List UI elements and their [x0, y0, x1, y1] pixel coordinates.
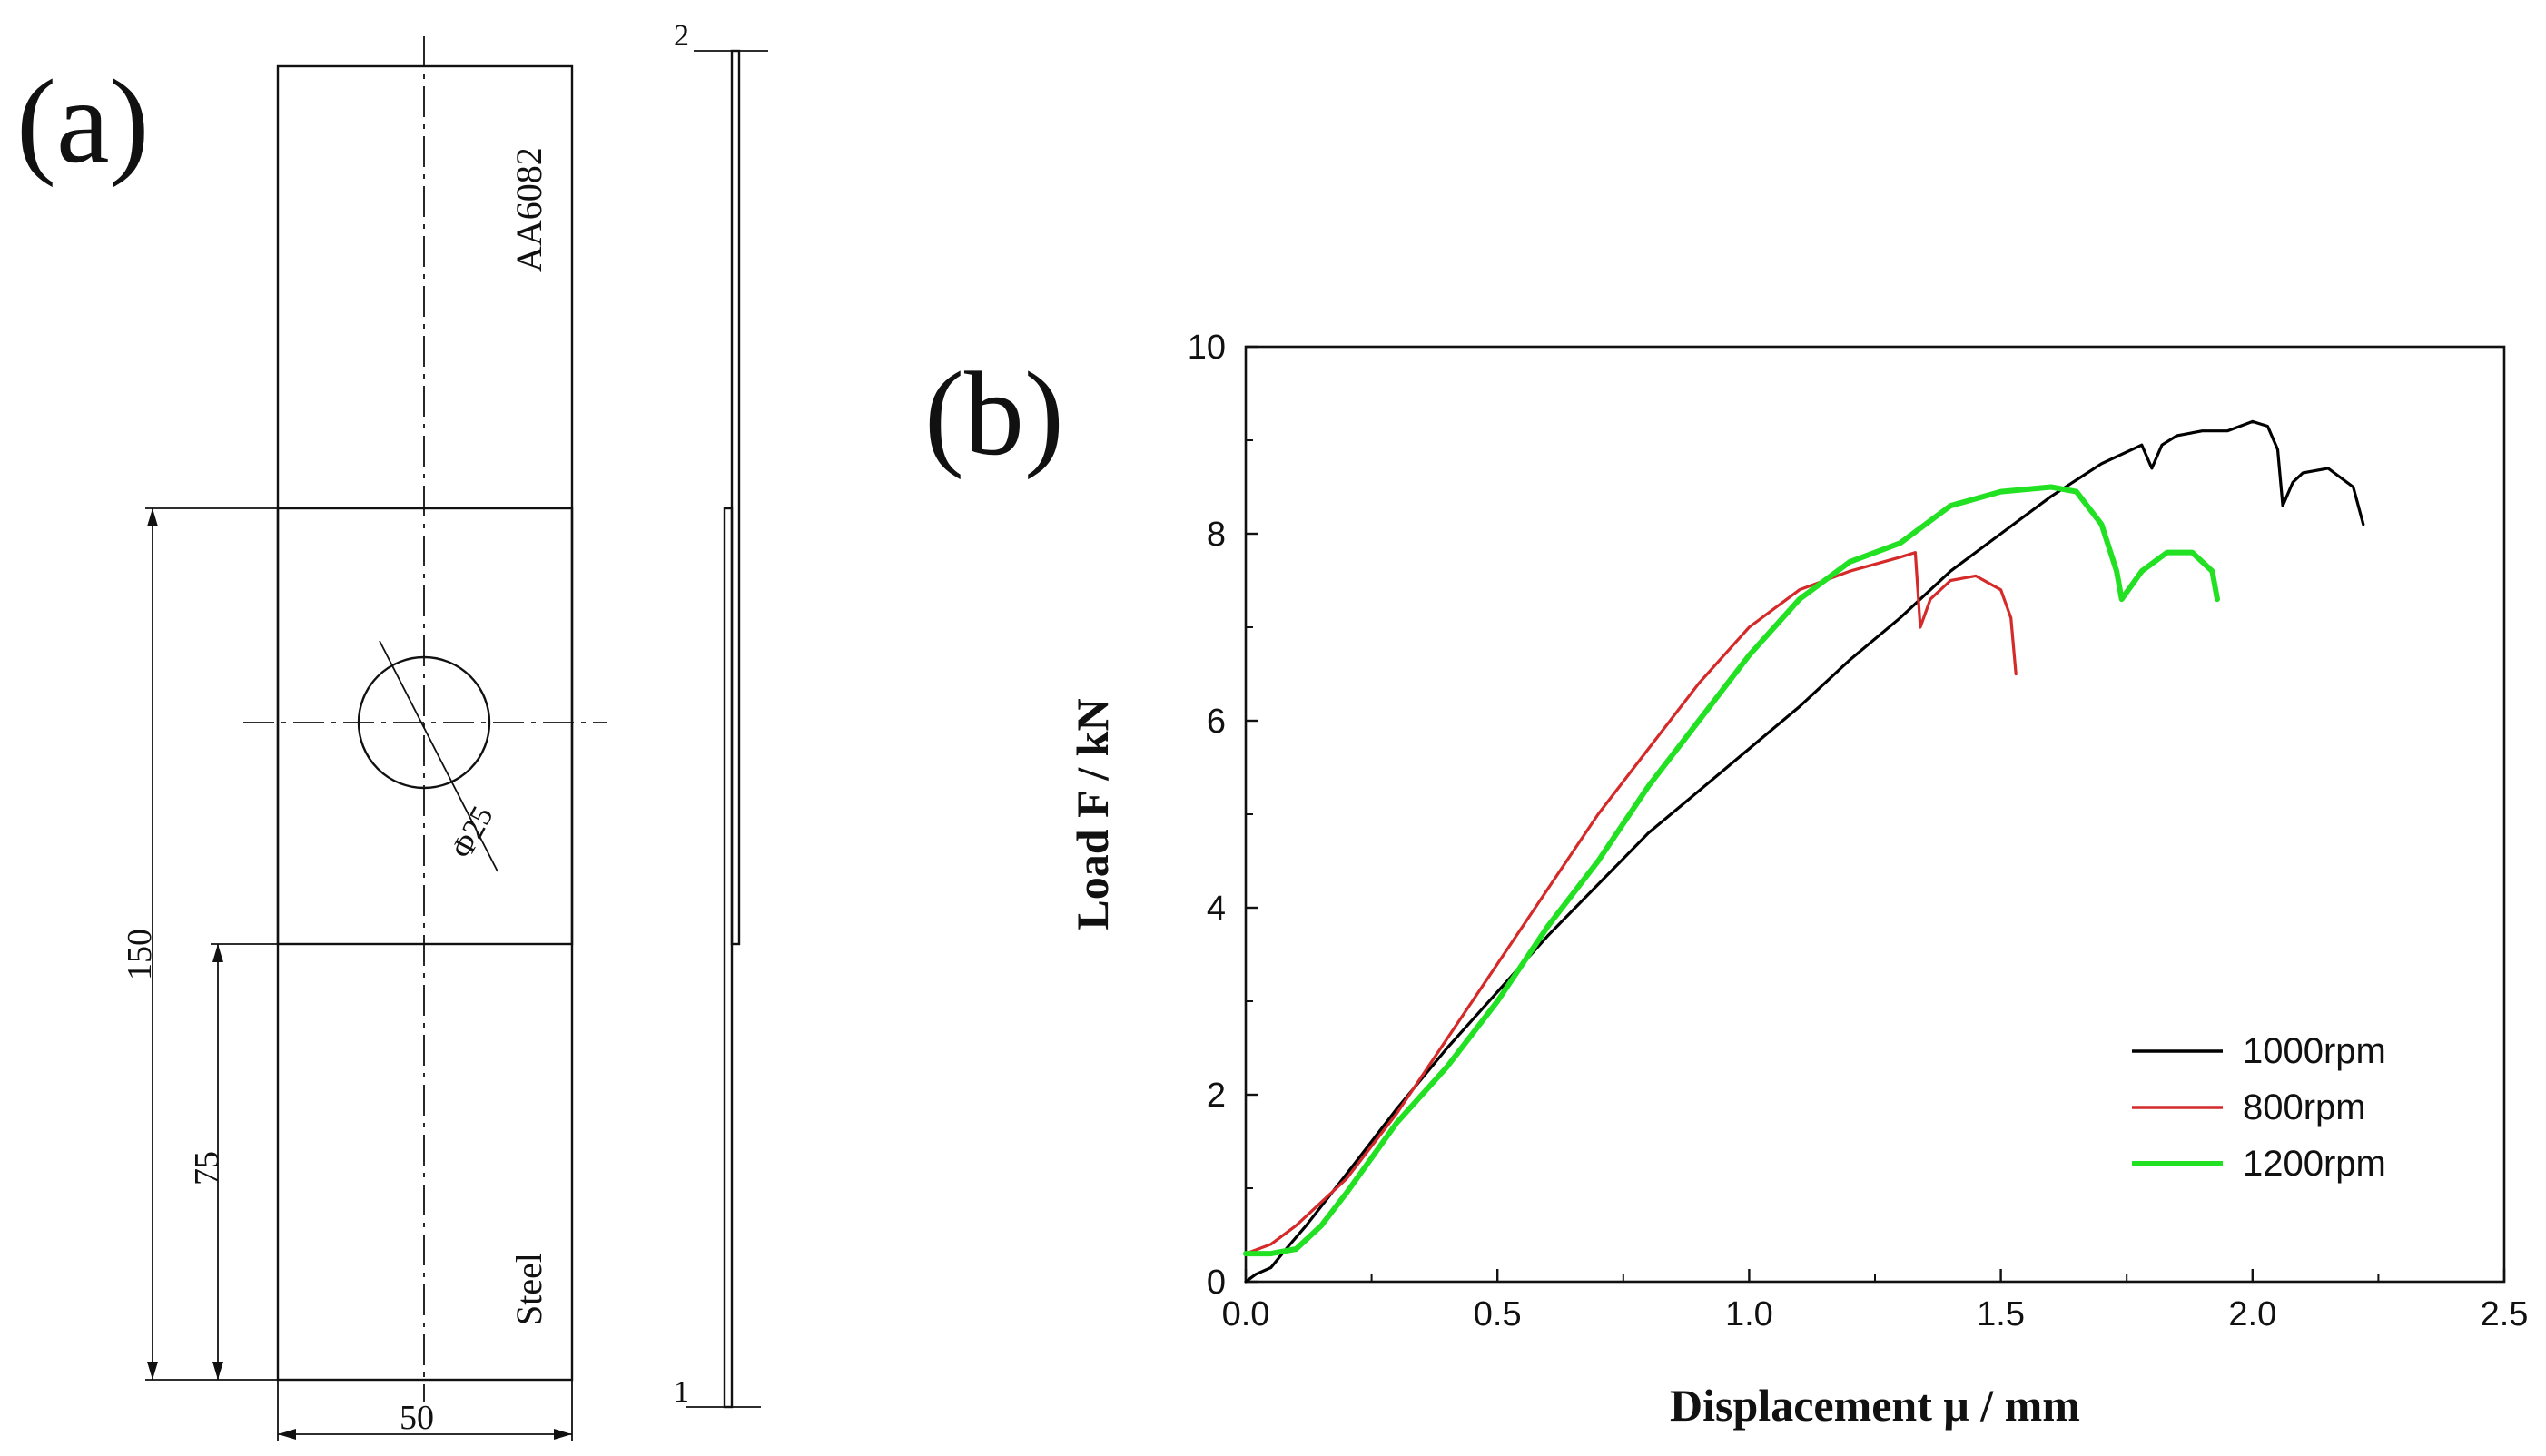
- x-tick-label: 1.5: [1977, 1295, 2025, 1333]
- y-tick-label: 6: [1207, 703, 1226, 741]
- side-top-label: 2: [674, 19, 689, 53]
- side-bottom-label: 1: [674, 1375, 689, 1409]
- y-tick-label: 10: [1188, 329, 1226, 367]
- y-axis-ticks: 0 2 4 6 8 10: [1188, 329, 1258, 1302]
- y-tick-label: 2: [1207, 1077, 1226, 1115]
- y-axis-label: Load F / kN: [1067, 698, 1118, 930]
- panel-b-label: (b): [924, 347, 1064, 480]
- dim-150-label: 150: [121, 929, 159, 980]
- plot-frame: [1244, 345, 2506, 1284]
- upper-plate-outline: [276, 64, 574, 946]
- dim-150-arrow-bottom: [147, 1362, 158, 1380]
- dim-50-label: 50: [400, 1399, 434, 1437]
- side-view-upper-plate: [730, 49, 741, 946]
- dim-50-arrow-left: [278, 1429, 296, 1440]
- panel-a-drawing: (a) Φ25 AA6082 Steel 150 75: [16, 19, 768, 1441]
- panel-b-chart: (b) 0.0 0.5 1.0 1.5 2.0 2.5 0 2 4 6 8 10 Displacem…: [924, 329, 2528, 1431]
- y-tick-label: 8: [1207, 516, 1226, 554]
- series-line-1000rpm: [1244, 419, 2365, 1284]
- weld-spot-circle: [357, 655, 491, 790]
- dim-75-arrow-top: [212, 944, 223, 962]
- x-axis-label: Displacement μ / mm: [1670, 1380, 2080, 1431]
- x-tick-label: 0.5: [1474, 1295, 1522, 1333]
- series-line-1200rpm: [1243, 484, 2220, 1257]
- dim-75-label: 75: [188, 1151, 226, 1185]
- x-tick-label: 0.0: [1222, 1295, 1270, 1333]
- dim-75-arrow-bottom: [212, 1362, 223, 1380]
- y-tick-label: 4: [1207, 890, 1226, 928]
- legend: 1000rpm 800rpm 1200rpm: [2132, 1031, 2386, 1184]
- x-tick-label: 2.0: [2228, 1295, 2276, 1333]
- x-tick-label: 1.0: [1725, 1295, 1773, 1333]
- x-tick-label: 2.5: [2481, 1295, 2529, 1333]
- series-line-800rpm: [1244, 550, 2018, 1255]
- series-layer: [1243, 419, 2365, 1284]
- upper-material-label: AA6082: [508, 147, 549, 272]
- hole-diameter-label: Φ25: [445, 801, 499, 863]
- legend-label-1200rpm: 1200rpm: [2243, 1144, 2386, 1184]
- lower-material-label: Steel: [508, 1253, 549, 1325]
- dim-50-arrow-right: [554, 1429, 572, 1440]
- panel-a-label: (a): [16, 54, 150, 188]
- x-axis-ticks: 0.0 0.5 1.0 1.5 2.0 2.5: [1222, 1269, 2529, 1333]
- side-view-lower-plate: [723, 507, 734, 1409]
- legend-label-800rpm: 800rpm: [2243, 1087, 2366, 1127]
- dim-150-arrow-top: [147, 508, 158, 526]
- y-tick-label: 0: [1207, 1264, 1226, 1302]
- legend-label-1000rpm: 1000rpm: [2243, 1031, 2386, 1071]
- diameter-leader-line: [379, 640, 498, 872]
